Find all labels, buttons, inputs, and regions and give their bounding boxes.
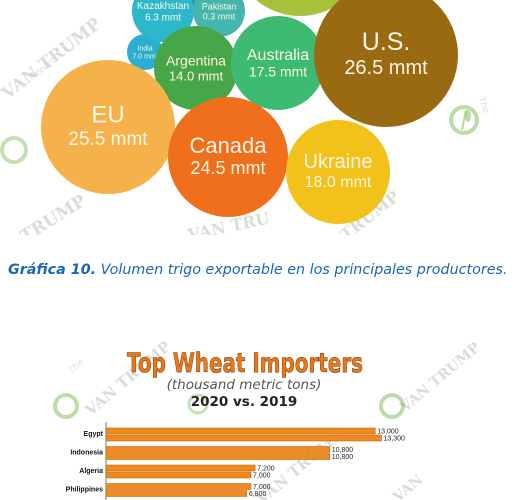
wheat-logo-icon <box>187 393 209 415</box>
bar-algeria-2019 <box>105 471 252 479</box>
partial-bubble-lime <box>256 0 344 16</box>
watermark-van-trump-right-bottom: VAN <box>390 472 427 500</box>
bubble-kazakhstan-label: Kazakhstan <box>137 1 189 12</box>
bubble-argentina-label: Argentina <box>166 52 226 68</box>
bubble-chart: VAN TRUMP Report TRUMP VAN TRU TRUMP The… <box>0 0 491 235</box>
bubble-argentina-circle <box>154 26 238 110</box>
bubble-pakistan-label: Pakistan <box>202 1 237 11</box>
wheat-logo-icon <box>53 393 79 419</box>
chart-period: 2020 vs. 2019 <box>191 394 298 410</box>
bar-egypt-2019 <box>105 434 382 442</box>
bubble-canada-circle <box>168 97 288 217</box>
bar-algeria-2020 <box>105 464 256 472</box>
value-label-indonesia-2019: 10,800 <box>332 454 354 461</box>
figure-caption: Gráfica 10. Volumen trigo exportable en … <box>8 262 513 278</box>
value-label-algeria-2020: 7,200 <box>257 466 275 473</box>
bubble-canada-value: 24.5 mmt <box>190 158 265 178</box>
bubble-u-s-value: 26.5 mmt <box>344 57 428 79</box>
value-label-algeria-2019: 7,000 <box>253 473 271 480</box>
bubble-ukraine-value: 18.0 mmt <box>305 174 372 191</box>
importers-chart: The VAN TRUMP VAN TRUMP VAN TRUMP VAN To… <box>53 338 484 500</box>
bar-indonesia-2019 <box>105 453 330 460</box>
wheat-logo-icon <box>379 393 405 419</box>
category-label-egypt: Egypt <box>84 431 104 438</box>
bubble-india-circle <box>127 34 163 70</box>
bubble-kazakhstan-value: 6.3 mmt <box>145 13 181 24</box>
bubble-u-s: U.S.26.5 mmt <box>314 0 458 127</box>
wheat-logo-icon <box>449 105 479 135</box>
bubble-india-value: 7.0 mmt <box>132 54 157 61</box>
chart-subtitle: (thousand metric tons) <box>167 377 322 393</box>
value-label-egypt-2020: 13,000 <box>377 429 399 436</box>
watermark-van-trump-right: VAN TRUMP <box>397 339 484 416</box>
bubble-australia-circle <box>231 16 325 110</box>
caption-label: Gráfica 10. <box>8 262 97 278</box>
bubble-ukraine-label: Ukraine <box>304 151 373 173</box>
bubble-u-s-label: U.S. <box>362 28 411 56</box>
category-label-philippines: Philippines <box>66 487 103 494</box>
chart-title: Top Wheat Importers <box>127 348 363 379</box>
value-label-egypt-2019: 13,300 <box>384 436 406 443</box>
bubble-argentina-value: 14.0 mmt <box>169 68 224 83</box>
bar-philippines-2019 <box>105 490 248 497</box>
bubble-eu-value: 25.5 mmt <box>68 129 148 150</box>
value-label-indonesia-2020: 10,800 <box>332 447 354 454</box>
watermark-the-right: The <box>476 96 491 116</box>
watermark-van-trump-bottom: TRUMP <box>17 191 90 235</box>
bubble-eu-circle <box>41 60 175 194</box>
value-label-philippines-2020: 7,000 <box>253 484 271 491</box>
bubble-india-label: India <box>137 46 152 53</box>
bar-egypt-2020 <box>105 427 376 435</box>
bubble-pakistan-value: 0.3 mmt <box>203 12 236 22</box>
value-label-philippines-2019: 6,800 <box>249 491 267 498</box>
wheat-logo-icon <box>0 136 28 164</box>
bubble-ukraine-circle <box>286 120 390 224</box>
bubble-u-s-circle <box>314 0 458 127</box>
watermark-the-left: The <box>67 357 87 376</box>
bar-philippines-2020 <box>105 483 252 490</box>
category-label-indonesia: Indonesia <box>70 450 103 457</box>
bubble-canada-label: Canada <box>189 133 267 158</box>
caption-text: Volumen trigo exportable en los principa… <box>100 262 508 278</box>
bubble-australia-value: 17.5 mmt <box>249 63 307 79</box>
category-label-algeria: Algeria <box>79 468 103 475</box>
bar-indonesia-2020 <box>105 446 330 453</box>
bubble-australia-label: Australia <box>247 47 309 64</box>
bubble-eu-label: EU <box>91 101 124 128</box>
